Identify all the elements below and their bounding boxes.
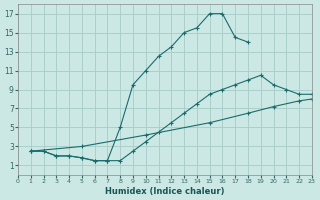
X-axis label: Humidex (Indice chaleur): Humidex (Indice chaleur) (105, 187, 225, 196)
